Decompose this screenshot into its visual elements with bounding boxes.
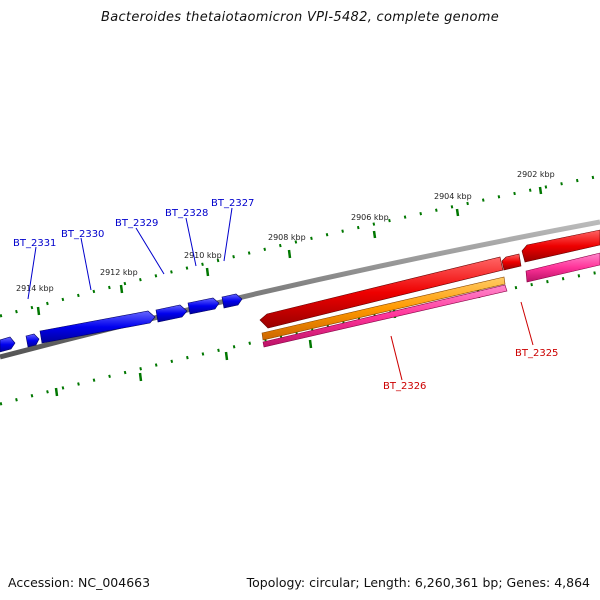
pink-feature-bar-bt2325[interactable] [525,252,600,283]
scale-label-2914: 2914 kbp [16,284,54,293]
gene-arrow-bt2329[interactable] [155,304,188,323]
outer-major-ticks [36,186,543,316]
gene-label-bt2331[interactable]: BT_2331 [13,238,56,249]
gene-label-bt2329[interactable]: BT_2329 [115,218,158,229]
scale-label-2910: 2910 kbp [184,251,222,260]
gene-arrow-bt2330[interactable] [39,310,156,344]
gene-label-bt2330[interactable]: BT_2330 [61,229,104,240]
gene-arrow-bt2325[interactable] [521,229,600,263]
scale-label-2908: 2908 kbp [268,233,306,242]
reverse-gene-arrows [259,229,600,329]
scale-label-2912: 2912 kbp [100,268,138,277]
inner-scale-track [0,270,600,406]
gene-arrow-bt2327[interactable] [221,293,243,309]
orange-feature-bar[interactable] [261,276,506,341]
gene-label-bt2326[interactable]: BT_2326 [383,381,426,392]
scale-label-2904: 2904 kbp [434,192,472,201]
forward-gene-arrows [0,293,243,353]
genome-summary-text: Topology: circular; Length: 6,260,361 bp… [246,575,590,590]
gene-arrow-bt2331[interactable] [25,333,40,348]
gene-label-bt2327[interactable]: BT_2327 [211,198,254,209]
gene-arrow-left-edge[interactable] [0,336,16,353]
outer-scale-track [0,174,600,318]
scale-label-2906: 2906 kbp [351,213,389,222]
gene-label-bt2325[interactable]: BT_2325 [515,348,558,359]
forward-label-leaders [27,207,233,300]
gene-arrow-bt2325-small[interactable] [501,253,522,271]
map-title: Bacteroides thetaiotaomicron VPI-5482, c… [100,10,500,25]
gene-arrow-bt2328[interactable] [187,297,220,315]
gene-arrow-bt2326[interactable] [259,256,504,329]
pink-feature-bar-bt2326[interactable] [262,284,508,348]
gene-label-bt2328[interactable]: BT_2328 [165,208,208,219]
accession-text: Accession: NC_004663 [8,575,151,590]
reverse-label-leaders [390,301,534,381]
scale-label-2902: 2902 kbp [517,170,555,179]
